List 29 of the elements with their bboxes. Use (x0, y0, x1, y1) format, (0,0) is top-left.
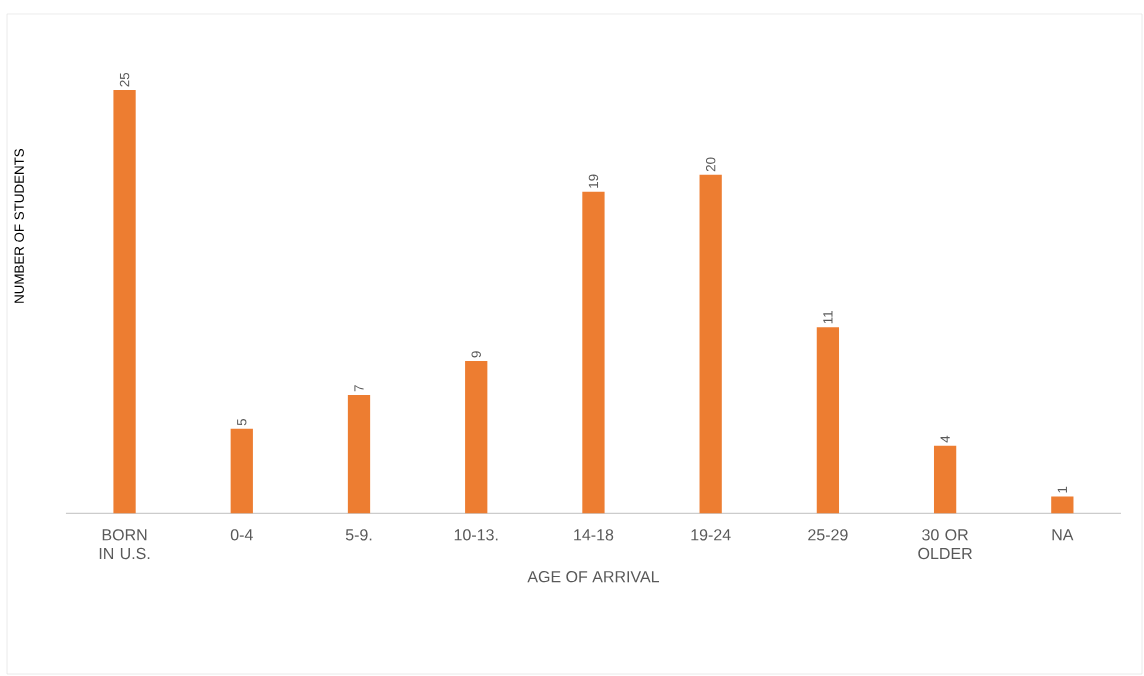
bar (582, 191, 605, 514)
x-tick-label: 30 OR OLDER (918, 529, 972, 560)
data-label: 20 (705, 157, 716, 172)
x-tick-label: 10-13. (454, 529, 498, 541)
x-tick-label: BORN IN U.S. (99, 529, 150, 560)
x-tick-label: NA (1052, 529, 1074, 541)
data-label: 19 (588, 174, 599, 188)
x-tick-label: 25-29 (808, 529, 848, 541)
bar (1051, 496, 1074, 514)
bar (230, 428, 253, 514)
x-tick-label: 14-18 (574, 529, 614, 541)
x-tick-label: 19-24 (691, 529, 731, 541)
data-label: 25 (119, 72, 130, 87)
data-label: 1 (1057, 486, 1067, 493)
data-label: 9 (471, 351, 481, 358)
data-label: 11 (823, 311, 833, 324)
x-axis-title: AGE OF ARRIVAL (527, 571, 660, 583)
bar (465, 361, 488, 514)
bar (816, 327, 840, 514)
x-tick-label: 0-4 (230, 529, 253, 541)
data-label: 4 (940, 435, 950, 443)
bar (699, 174, 722, 514)
x-tick-label: 5-9. (345, 529, 372, 541)
bar (347, 394, 371, 514)
bar (933, 445, 957, 514)
bar (113, 90, 136, 514)
data-label: 7 (354, 385, 364, 392)
data-label: 5 (237, 418, 247, 426)
y-axis-title: NUMBER OF STUDENTS (14, 148, 24, 303)
